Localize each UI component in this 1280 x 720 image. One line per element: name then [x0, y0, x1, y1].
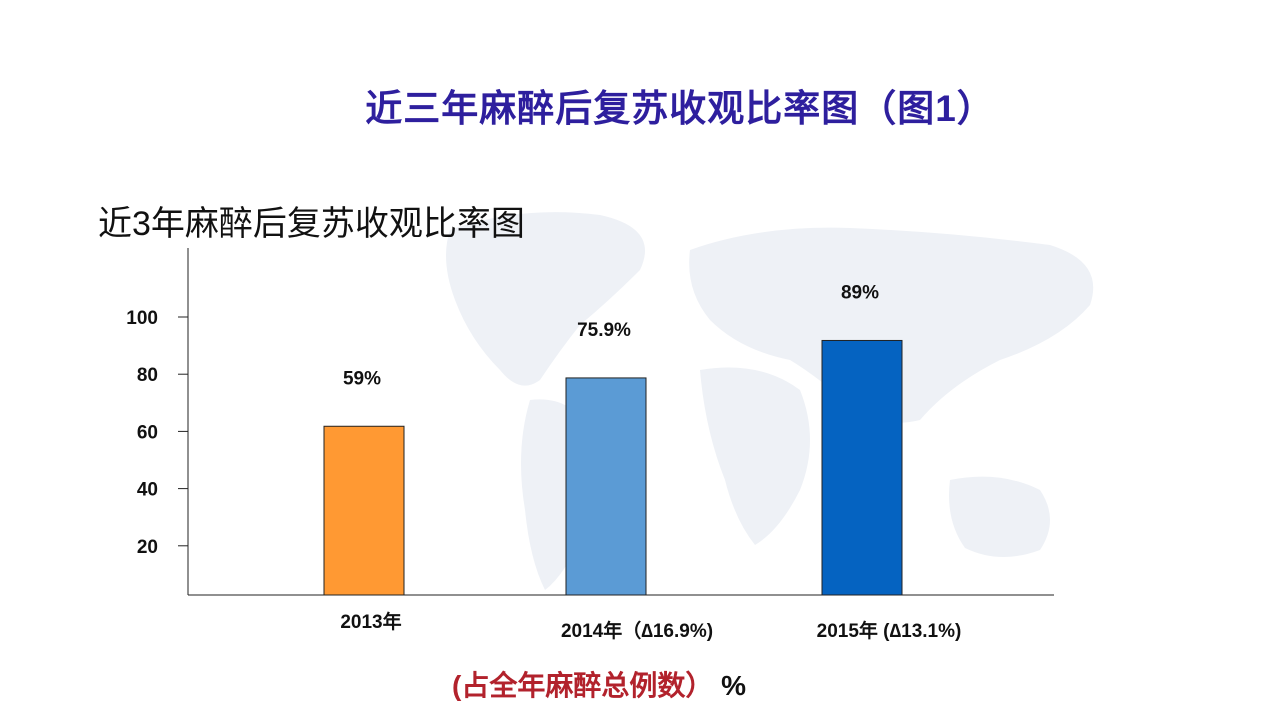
y-tick-label: 40: [137, 480, 158, 501]
y-tick-label: 80: [137, 365, 158, 386]
bar-value-label: 89%: [841, 282, 879, 303]
x-category-label: 2014年（∆16.9%): [561, 619, 713, 642]
y-tick-label: 20: [137, 537, 158, 558]
bars: 59% 75.9% 89% 2013年 2014年（∆16.9%) 2015年 (∆13.…: [323, 282, 962, 642]
y-ticks: 20 40 60 80 100: [126, 308, 188, 558]
x-category-label: 2015年 (∆13.1%): [817, 619, 962, 642]
bar-value-label: 75.9%: [577, 320, 631, 341]
footnote-unit: %: [721, 670, 747, 701]
bar: [323, 425, 405, 596]
x-category-label: 2013年: [340, 610, 401, 633]
bar: [565, 377, 647, 596]
slide-title: 近三年麻醉后复苏收观比率图（图1）: [365, 88, 995, 129]
bar: [821, 339, 903, 596]
footnote: (占全年麻醉总例数） %: [452, 664, 746, 704]
y-tick-label: 60: [137, 422, 158, 443]
bar-value-label: 59%: [343, 368, 381, 389]
chart-title: 近3年麻醉后复苏收观比率图: [98, 205, 525, 243]
footnote-text: (占全年麻醉总例数）: [452, 670, 714, 701]
y-tick-label: 100: [126, 308, 158, 329]
